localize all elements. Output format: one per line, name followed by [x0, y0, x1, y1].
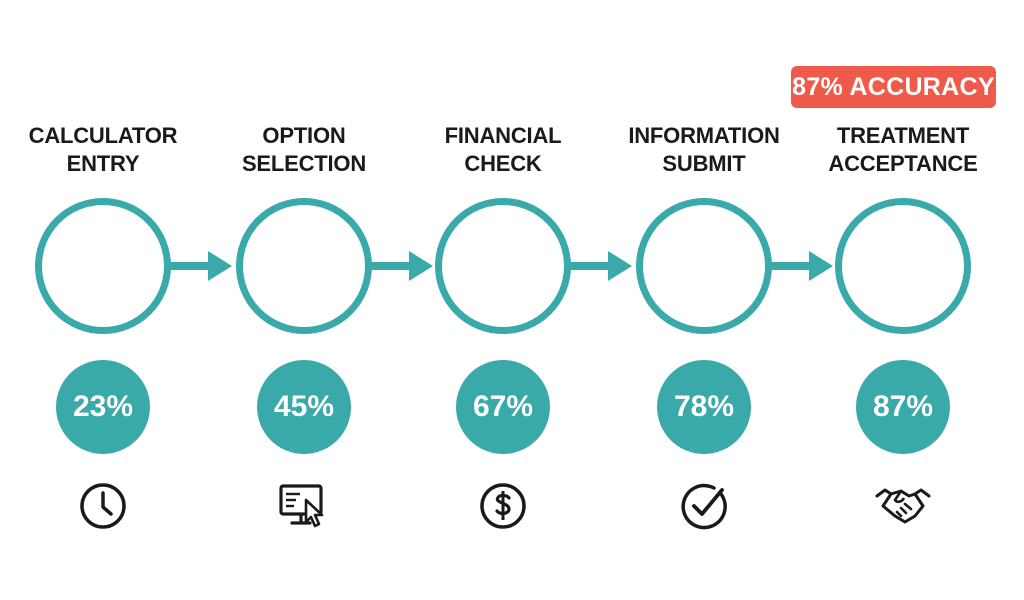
step-label-line: ACCEPTANCE — [828, 151, 978, 176]
percent-badge-4: 78% — [657, 360, 751, 454]
step-ring-1 — [35, 198, 171, 334]
step-label-financial-check: FINANCIAL CHECK — [413, 122, 593, 178]
dollar-icon — [480, 483, 526, 529]
step-ring-3 — [435, 198, 571, 334]
step-ring-2 — [236, 198, 372, 334]
clock-icon — [80, 483, 126, 529]
step-label-line: CHECK — [464, 151, 542, 176]
step-label-line: INFORMATION — [628, 123, 780, 148]
step-label-information-submit: INFORMATION SUBMIT — [614, 122, 794, 178]
step-ring-4 — [636, 198, 772, 334]
monitor-cursor-icon — [279, 484, 324, 528]
step-label-line: SELECTION — [241, 151, 367, 176]
step-label-line: FINANCIAL — [444, 123, 562, 148]
step-label-line: CALCULATOR — [28, 123, 178, 148]
arrow-right-icon — [566, 251, 632, 281]
arrow-right-icon — [166, 251, 232, 281]
arrow-right-icon — [367, 251, 433, 281]
step-label-treatment-acceptance: TREATMENT ACCEPTANCE — [813, 122, 993, 178]
step-label-line: TREATMENT — [836, 123, 970, 148]
step-label-line: OPTION — [262, 123, 346, 148]
percent-badge-2: 45% — [257, 360, 351, 454]
step-label-line: SUBMIT — [662, 151, 746, 176]
step-label-option-selection: OPTION SELECTION — [214, 122, 394, 178]
checkmark-icon — [681, 483, 727, 530]
handshake-icon — [875, 488, 931, 524]
step-label-line: ENTRY — [66, 151, 140, 176]
percent-badge-1: 23% — [56, 360, 150, 454]
arrow-right-icon — [767, 251, 833, 281]
step-label-calculator-entry: CALCULATOR ENTRY — [13, 122, 193, 178]
percent-badge-5: 87% — [856, 360, 950, 454]
percent-badge-3: 67% — [456, 360, 550, 454]
step-ring-5 — [835, 198, 971, 334]
accuracy-badge: 87% ACCURACY — [791, 66, 996, 108]
